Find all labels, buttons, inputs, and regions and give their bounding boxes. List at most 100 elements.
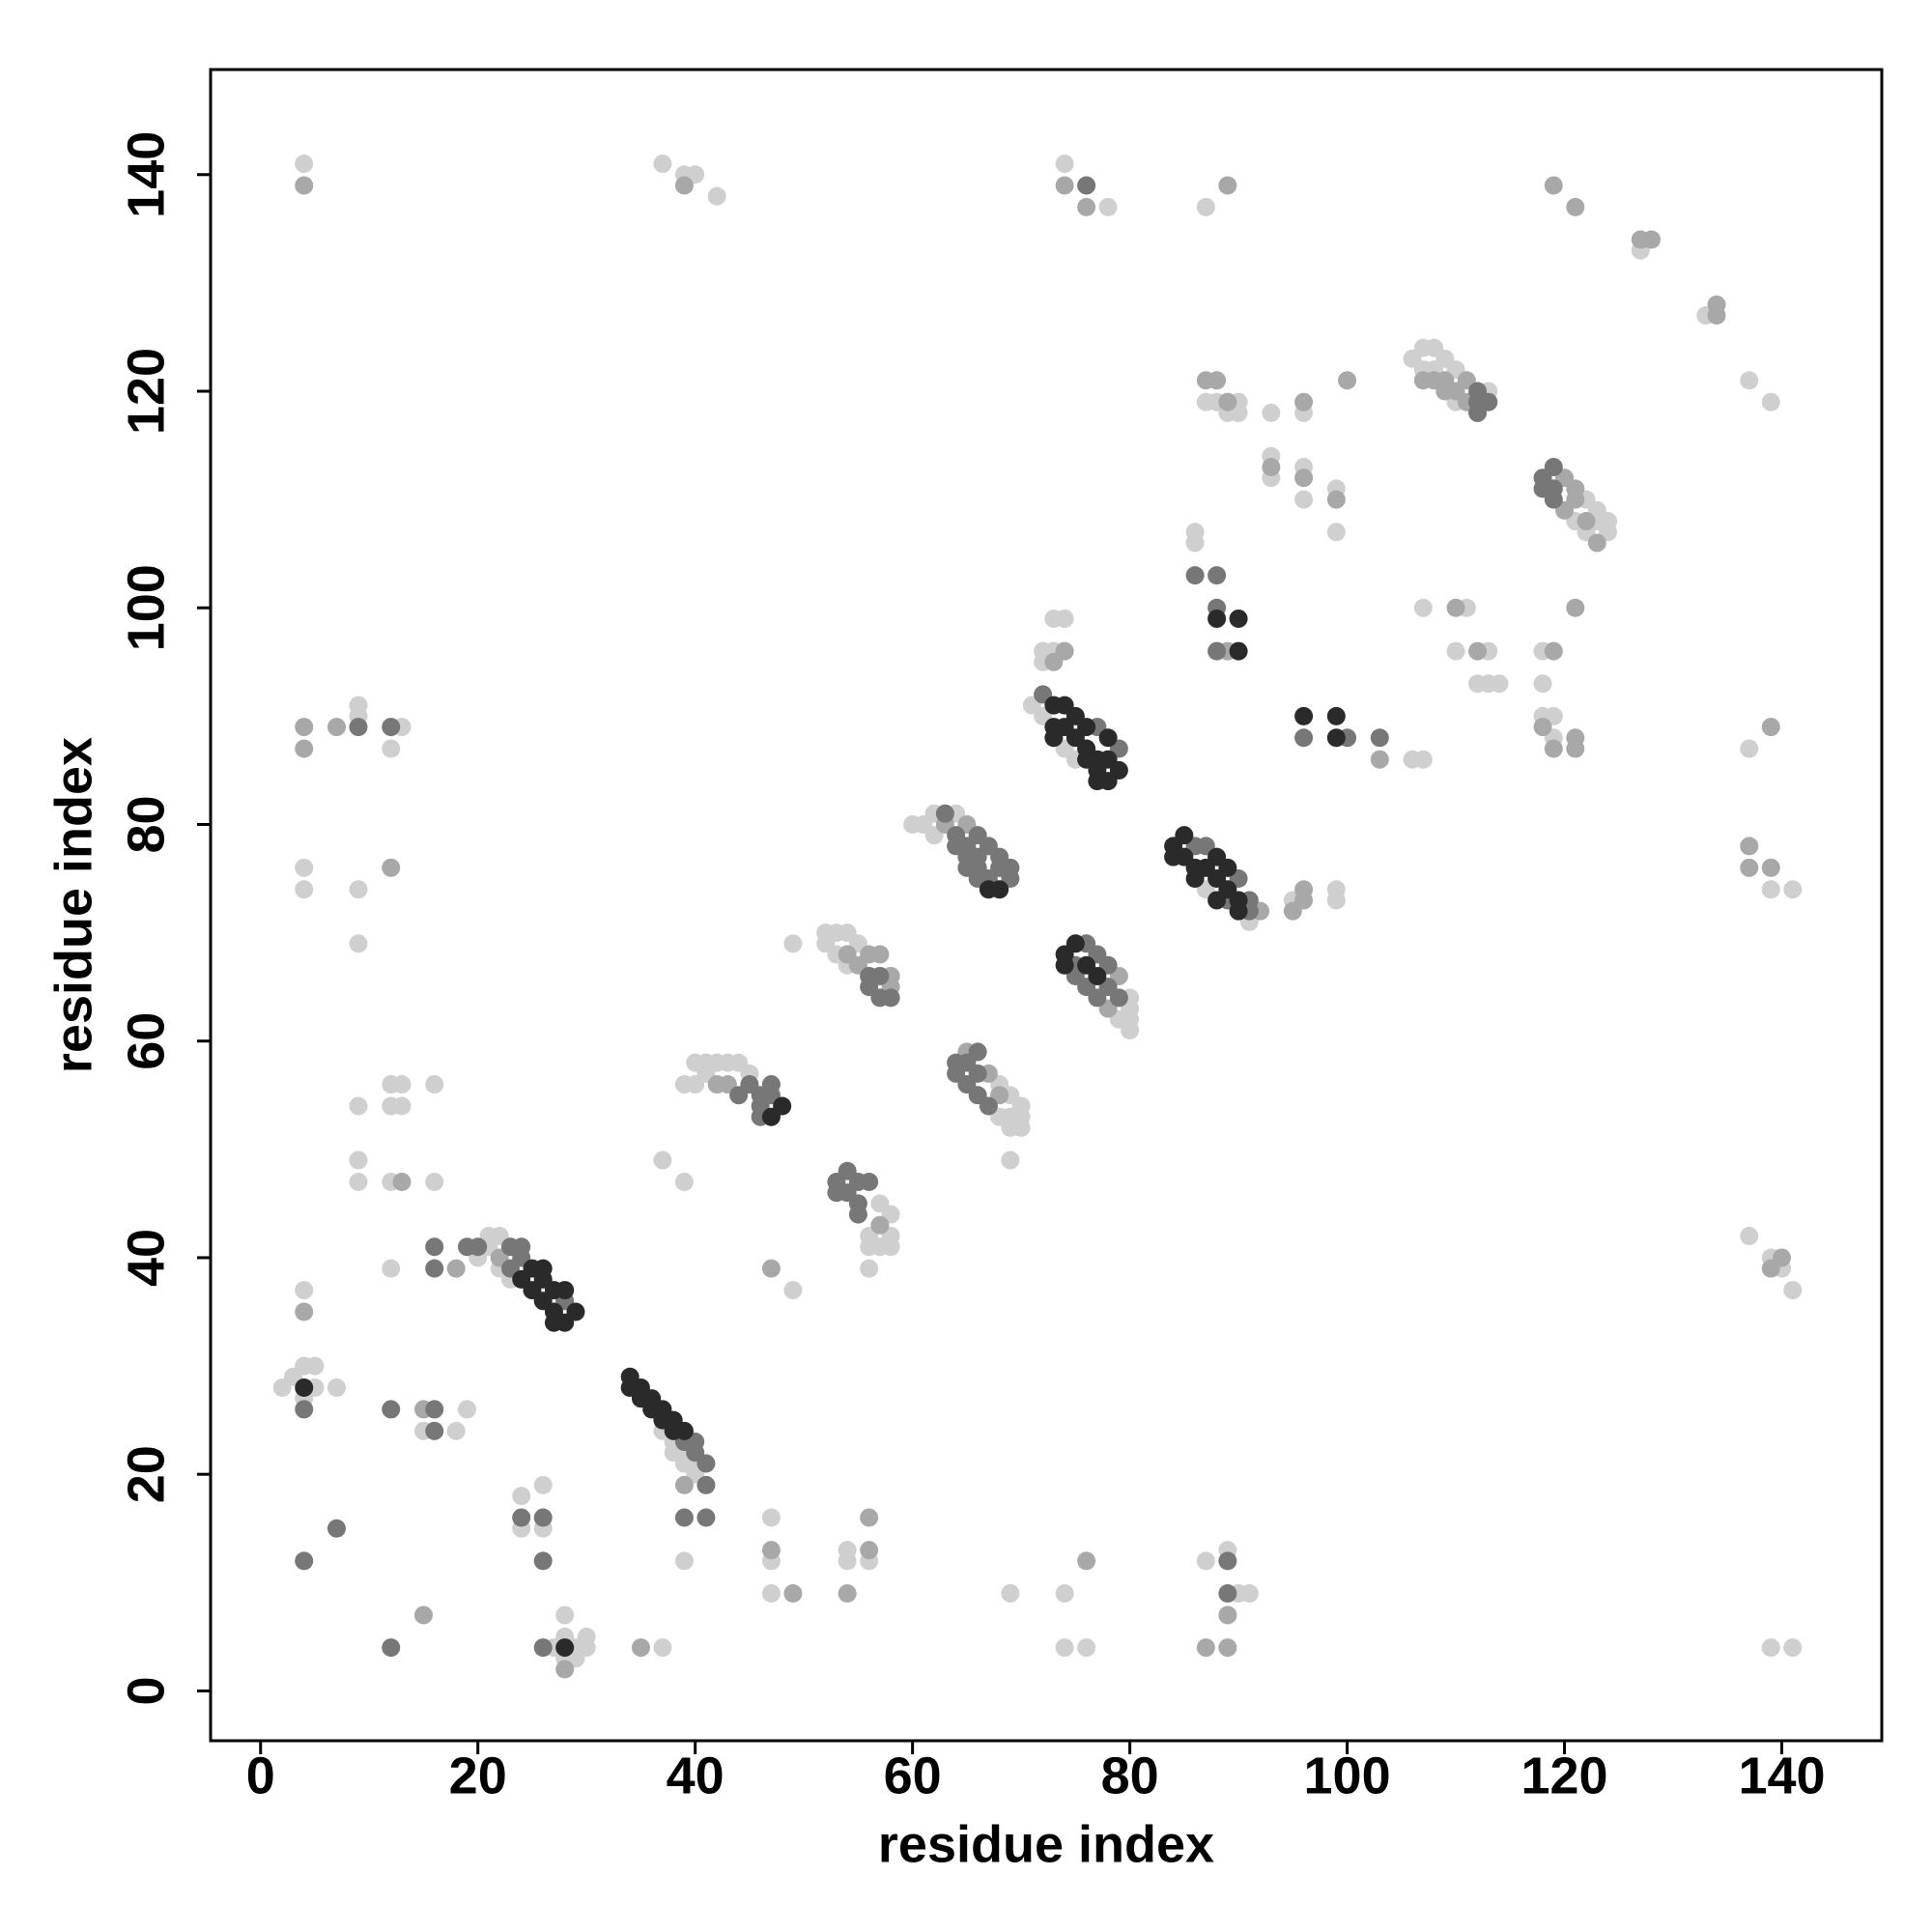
point [838,1551,857,1571]
point [425,1259,444,1278]
point [446,1259,466,1278]
x-tick-label: 40 [667,1747,724,1804]
point [1185,533,1205,553]
point [392,1096,412,1116]
point [1055,176,1074,195]
point [1446,641,1465,661]
point [1001,1584,1020,1604]
y-tick-label: 80 [117,795,175,853]
point [349,934,368,953]
point [1544,739,1563,758]
point [1208,371,1227,390]
point [860,1541,879,1560]
y-tick-label: 120 [117,348,175,435]
point [566,1302,585,1321]
point [1218,1551,1237,1571]
point [1577,512,1596,531]
point [1208,641,1227,661]
point [1642,230,1662,249]
point [327,718,346,737]
point [1077,197,1096,216]
y-tick-label: 100 [117,564,175,651]
x-tick-label: 140 [1738,1747,1825,1804]
y-tick-label: 140 [117,131,175,218]
point [555,1638,575,1658]
point [783,934,803,953]
point [848,1205,867,1224]
point [382,739,401,758]
point [1783,880,1803,899]
point [838,1584,857,1604]
point [1783,1638,1803,1658]
point [392,1075,412,1094]
point [1326,880,1346,899]
point [295,858,314,877]
point [1294,392,1314,412]
plot-frame [209,68,1884,1743]
point [555,1660,575,1679]
point [425,1400,444,1419]
point [1088,966,1107,985]
point [1326,728,1346,748]
point [1208,609,1227,628]
point [413,1605,433,1625]
point [1566,739,1585,758]
point [1544,641,1563,661]
point [1218,392,1237,412]
point [1239,1584,1259,1604]
point [870,945,890,964]
point [979,1096,998,1116]
x-axis-title: residue index [878,1815,1214,1873]
point [1001,1151,1020,1170]
point [1740,837,1759,856]
point [1566,598,1585,617]
point [1761,858,1780,877]
point [1185,566,1205,585]
point [761,1541,781,1560]
point [533,1475,553,1494]
point [707,186,726,206]
point [1044,609,1064,628]
point [1175,826,1194,845]
x-tick-label: 120 [1520,1747,1607,1804]
point [1098,197,1118,216]
point [469,1237,488,1257]
point [425,1421,444,1440]
point [1055,641,1074,661]
point [1229,901,1248,921]
point [860,1259,879,1278]
point [1077,1551,1096,1571]
point [295,176,314,195]
point [1055,955,1074,975]
point [1109,988,1128,1008]
point [1326,523,1346,542]
point [1326,490,1346,509]
point [1077,1638,1096,1658]
point [935,804,954,823]
point [1218,1638,1237,1658]
point [1370,750,1389,769]
point [295,1378,314,1397]
point [512,1508,531,1527]
point [761,1508,781,1527]
point [653,1151,672,1170]
x-tick-label: 100 [1304,1747,1391,1804]
point [1055,155,1074,174]
x-tick-label: 0 [246,1747,275,1804]
point [295,1302,314,1321]
point [674,176,694,195]
point [674,1475,694,1494]
point [533,1638,553,1658]
point [1077,176,1096,195]
point [1338,371,1357,390]
point [1218,1605,1237,1625]
x-tick-label: 60 [884,1747,942,1804]
point [425,1075,444,1094]
point [1587,533,1606,553]
point [295,1400,314,1419]
point [544,1313,563,1332]
point [1121,1020,1140,1039]
point [1544,176,1563,195]
point [1055,1584,1074,1604]
point [425,1172,444,1191]
